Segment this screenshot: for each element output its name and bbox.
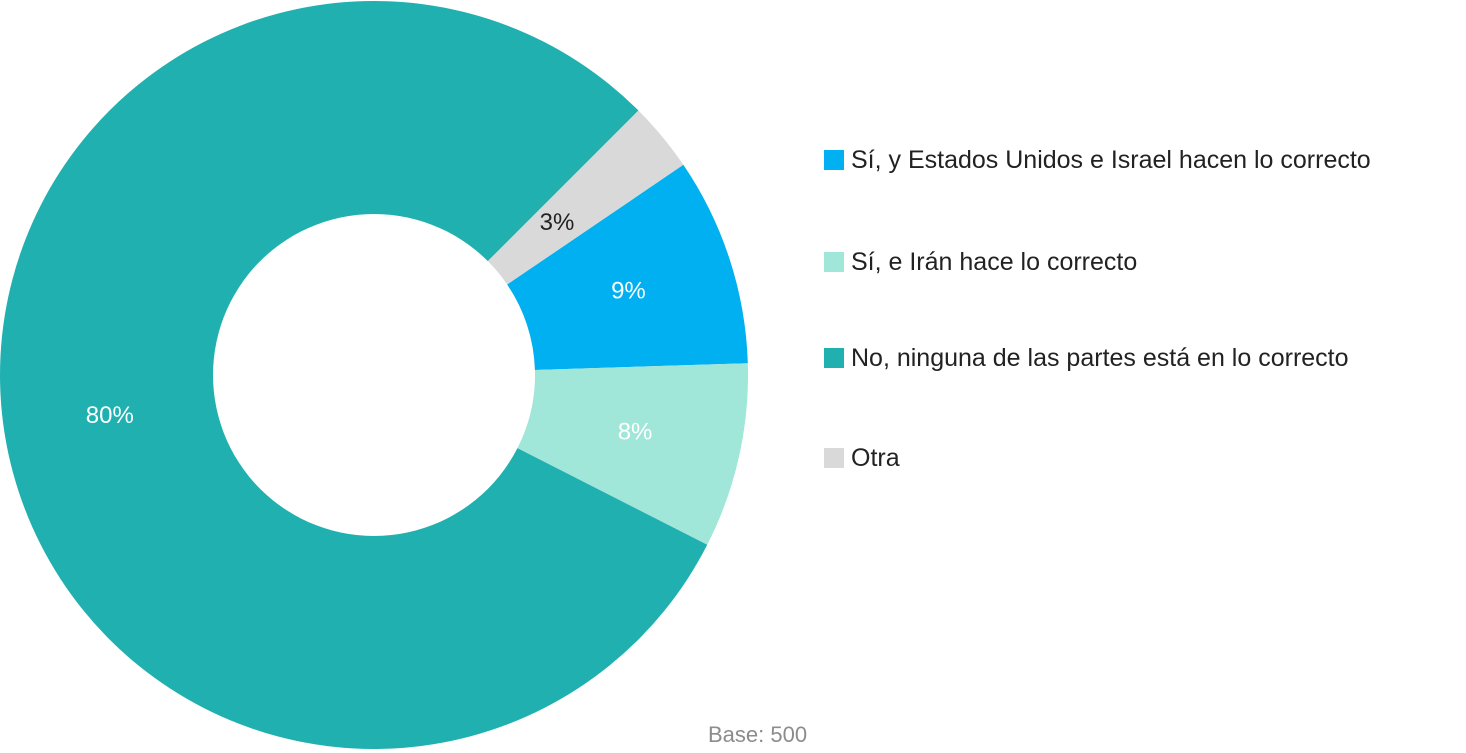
base-note: Base: 500: [708, 722, 808, 747]
slice-label: 8%: [618, 419, 653, 446]
legend-swatch: [824, 448, 844, 468]
legend-swatch: [824, 348, 844, 368]
legend-label: Sí, y Estados Unidos e Israel hacen lo c…: [851, 146, 1371, 174]
slice: [0, 1, 708, 749]
legend-swatch: [824, 252, 844, 272]
legend-swatch: [824, 150, 844, 170]
legend-label: Otra: [851, 444, 900, 472]
chart: 9% 8% 80% 3%: [0, 1, 748, 749]
legend-label: Sí, e Irán hace lo correcto: [851, 248, 1138, 276]
slice: [507, 164, 748, 370]
slice-label: 3%: [540, 209, 575, 236]
slice-label: 80%: [86, 402, 134, 429]
legend-item: No, ninguna de las partes está en lo cor…: [824, 340, 1349, 376]
slice: [487, 110, 684, 285]
legend-item: Sí, e Irán hace lo correcto: [824, 244, 1137, 280]
legend-label: No, ninguna de las partes está en lo cor…: [851, 344, 1349, 372]
legend-item: Sí, y Estados Unidos e Israel hacen lo c…: [824, 142, 1371, 178]
slice: [517, 363, 748, 545]
legend-item: Otra: [824, 440, 900, 476]
slice-label: 9%: [611, 278, 646, 305]
